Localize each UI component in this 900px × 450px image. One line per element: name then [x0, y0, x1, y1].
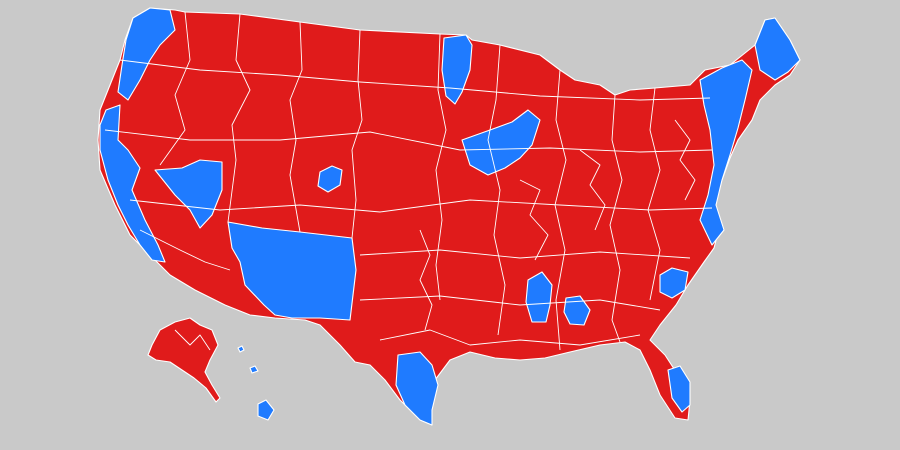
- blue-area-northeast-corridor: [699, 59, 753, 246]
- district-line: [487, 44, 506, 336]
- district-line: [139, 229, 231, 271]
- district-line: [674, 119, 696, 201]
- blue-area-denver: [317, 165, 343, 193]
- district-line: [609, 94, 623, 343]
- blue-area-mississippi-delta: [525, 271, 553, 323]
- blue-area-maine: [754, 17, 801, 81]
- district-line: [174, 329, 211, 351]
- blue-area-las-vegas: [154, 159, 223, 229]
- blue-area-minnesota: [441, 34, 473, 105]
- district-line: [359, 295, 661, 311]
- blue-area-atlanta: [563, 295, 591, 326]
- blue-area-arizona-new-mexico: [227, 221, 357, 321]
- hawaii-region: [237, 345, 275, 421]
- district-line: [159, 11, 191, 166]
- blue-area-pacific-coast: [99, 104, 166, 263]
- district-line: [359, 249, 691, 259]
- blue-districts-layer: [99, 7, 801, 426]
- district-line: [435, 33, 447, 301]
- district-line: [647, 87, 661, 301]
- blue-area-south-florida: [667, 365, 691, 413]
- district-line: [227, 13, 251, 223]
- blue-area-south-texas: [395, 351, 439, 426]
- district-boundaries-layer: [104, 11, 713, 351]
- district-line: [419, 229, 433, 331]
- district-line: [579, 149, 606, 231]
- district-line: [104, 129, 713, 153]
- contiguous-us-region: [97, 7, 801, 426]
- blue-area-chicago-milwaukee: [461, 109, 541, 176]
- blue-area-puget-sound: [117, 7, 176, 101]
- blue-area-north-carolina: [659, 267, 689, 299]
- district-line: [119, 59, 711, 101]
- district-line: [351, 29, 363, 239]
- alaska-region: [147, 317, 221, 403]
- district-line: [129, 199, 713, 213]
- district-line: [379, 329, 641, 346]
- district-line: [519, 179, 549, 261]
- district-line: [289, 21, 303, 233]
